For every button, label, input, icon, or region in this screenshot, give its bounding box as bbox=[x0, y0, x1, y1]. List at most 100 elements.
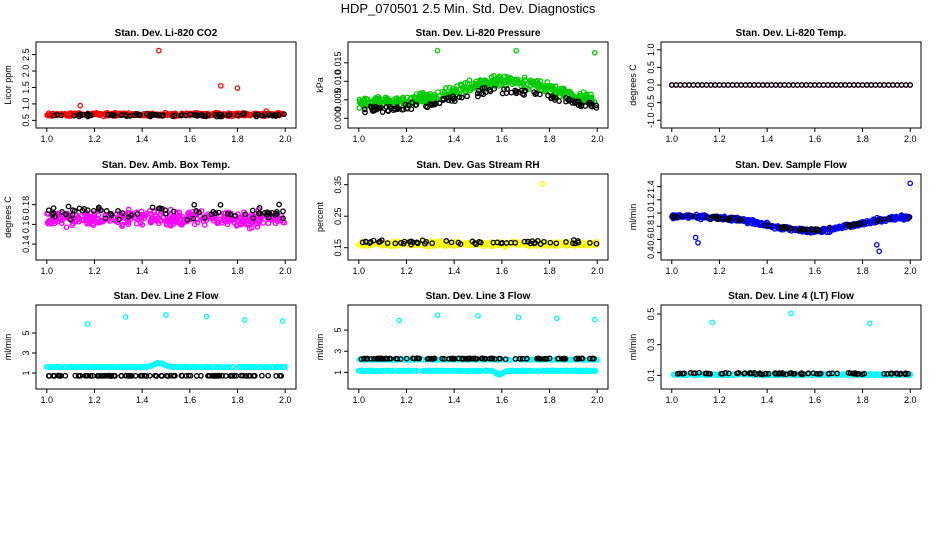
data-point bbox=[462, 88, 469, 95]
plot-frame bbox=[35, 304, 297, 390]
data-point bbox=[259, 372, 265, 379]
data-point bbox=[433, 367, 440, 374]
data-point bbox=[849, 370, 856, 377]
data-point bbox=[210, 372, 217, 379]
x-tick-label: 1.4 bbox=[448, 266, 461, 276]
data-point bbox=[765, 370, 772, 377]
data-point bbox=[705, 370, 712, 377]
data-point bbox=[88, 112, 95, 119]
panel-title: Stan. Dev. Line 3 Flow bbox=[426, 291, 531, 302]
y-tick-label: -0.5 bbox=[646, 95, 656, 111]
data-point bbox=[393, 95, 399, 102]
data-point bbox=[434, 312, 441, 319]
x-tick-label: 1.2 bbox=[88, 266, 101, 276]
data-point bbox=[155, 47, 162, 54]
y-tick-label: 0.0 bbox=[646, 79, 656, 92]
data-point bbox=[150, 214, 157, 221]
x-tick-label: 1.6 bbox=[184, 395, 197, 405]
data-point bbox=[188, 364, 195, 370]
data-point bbox=[578, 95, 585, 101]
data-point bbox=[178, 112, 184, 119]
data-point bbox=[62, 211, 69, 217]
data-point bbox=[355, 368, 362, 374]
data-point bbox=[263, 108, 270, 114]
panel-title: Stan. Dev. Li-820 Pressure bbox=[416, 28, 541, 39]
data-point bbox=[542, 368, 549, 374]
data-point bbox=[238, 215, 244, 222]
data-point bbox=[497, 355, 503, 362]
data-point bbox=[425, 368, 431, 374]
data-point bbox=[80, 111, 87, 118]
data-point bbox=[134, 211, 141, 217]
data-point bbox=[362, 368, 369, 374]
panel-7: Stan. Dev. Line 2 Flow ml/min 1.0 1.2 1.4 1.6… bbox=[3, 291, 297, 405]
data-point bbox=[214, 220, 221, 226]
data-point bbox=[798, 226, 805, 233]
panel-3: Stan. Dev. Li-820 Temp. degrees C 1.0 1.2 1.… bbox=[628, 28, 922, 144]
x-tick-label: 1.8 bbox=[543, 134, 556, 144]
data-point bbox=[93, 111, 100, 117]
data-point bbox=[575, 239, 582, 246]
data-point bbox=[152, 111, 159, 118]
y-axis-label: kPa bbox=[315, 77, 325, 93]
data-point bbox=[58, 220, 65, 226]
data-point bbox=[124, 363, 131, 370]
data-point bbox=[385, 108, 392, 114]
data-point bbox=[82, 211, 89, 218]
data-point bbox=[558, 90, 565, 96]
panel-1: Stan. Dev. Li-820 CO2 Licor ppm 1.0 1.2 1.4 1… bbox=[3, 28, 297, 144]
data-point bbox=[436, 100, 443, 106]
data-point bbox=[279, 318, 286, 324]
data-point bbox=[367, 239, 374, 245]
data-point bbox=[422, 367, 429, 374]
data-point bbox=[91, 364, 97, 370]
data-point bbox=[817, 370, 823, 377]
data-point bbox=[677, 370, 683, 377]
panel-2: Stan. Dev. Li-820 Pressure kPa 1.0 1.2 1.4 1.… bbox=[315, 28, 609, 144]
data-point bbox=[452, 356, 458, 362]
data-point bbox=[403, 355, 410, 362]
data-point bbox=[384, 355, 391, 362]
data-point bbox=[67, 216, 74, 223]
data-point bbox=[481, 77, 487, 84]
data-point bbox=[871, 371, 878, 378]
data-point bbox=[50, 205, 57, 211]
x-tick-label: 1.8 bbox=[231, 134, 244, 144]
x-tick-label: 1.4 bbox=[448, 395, 461, 405]
data-point bbox=[442, 367, 449, 374]
data-point bbox=[108, 373, 115, 379]
data-point bbox=[591, 49, 598, 56]
y-axis-label: ml/min bbox=[315, 334, 325, 361]
data-point bbox=[502, 356, 509, 363]
data-point bbox=[116, 216, 122, 223]
data-point bbox=[534, 237, 541, 244]
data-point bbox=[559, 367, 565, 374]
x-tick-label: 1.6 bbox=[184, 266, 197, 276]
data-point bbox=[252, 112, 259, 118]
x-tick-label: 1.6 bbox=[809, 266, 822, 276]
data-point bbox=[414, 367, 420, 374]
data-point bbox=[826, 224, 833, 231]
y-tick-label: 0.18 bbox=[21, 196, 31, 214]
data-point bbox=[526, 367, 533, 374]
panel-title: Stan. Dev. Line 4 (LT) Flow bbox=[728, 291, 854, 302]
data-points bbox=[356, 47, 600, 116]
data-point bbox=[178, 372, 185, 379]
data-point bbox=[280, 208, 286, 215]
data-point bbox=[367, 103, 374, 110]
data-point bbox=[137, 372, 144, 379]
data-point bbox=[128, 364, 135, 370]
data-point bbox=[361, 355, 367, 362]
data-point bbox=[122, 314, 129, 320]
data-point bbox=[412, 102, 419, 108]
data-point bbox=[515, 89, 522, 95]
data-point bbox=[186, 209, 192, 216]
data-point bbox=[570, 237, 577, 243]
data-point bbox=[429, 240, 436, 247]
data-point bbox=[79, 363, 85, 370]
data-point bbox=[906, 214, 912, 221]
data-point bbox=[422, 240, 428, 247]
y-tick-label: 0.8 bbox=[646, 220, 656, 233]
data-point bbox=[494, 239, 501, 246]
data-point bbox=[191, 201, 198, 208]
